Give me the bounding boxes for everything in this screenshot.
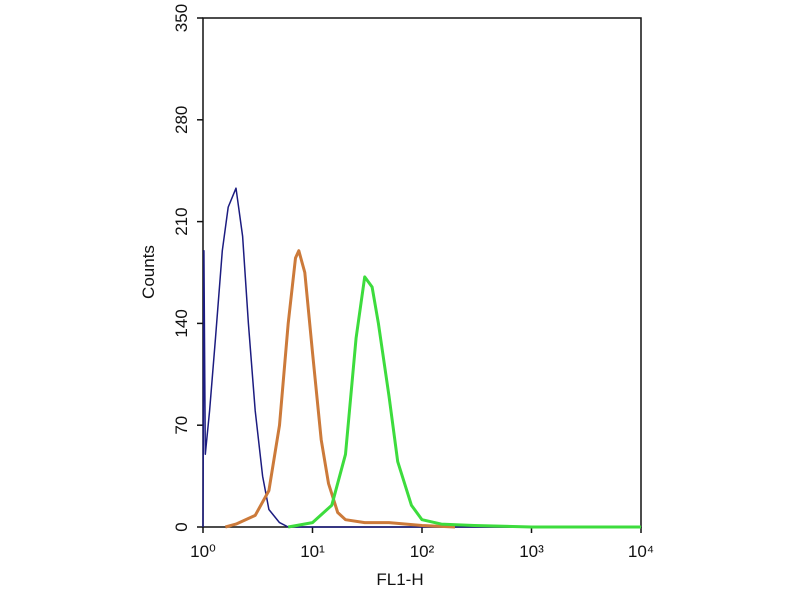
series-line	[225, 249, 456, 529]
y-tick-label: 350	[172, 4, 191, 32]
y-tick-label: 140	[172, 309, 191, 337]
x-axis-label: FL1-H	[376, 570, 423, 589]
x-tick-label: 10²	[410, 542, 435, 561]
series-line	[287, 275, 641, 529]
y-tick-label: 70	[172, 416, 191, 435]
x-tick-label: 10³	[519, 542, 544, 561]
x-tick-label: 10⁴	[628, 542, 654, 561]
series-line	[202, 187, 641, 528]
x-tick-label: 10¹	[300, 542, 325, 561]
x-tick-label: 10⁰	[190, 542, 216, 561]
y-tick-label: 0	[172, 522, 191, 531]
plot-frame	[202, 17, 642, 528]
y-axis-label: Counts	[139, 245, 158, 299]
y-tick-label: 210	[172, 207, 191, 235]
y-tick-label: 280	[172, 106, 191, 134]
